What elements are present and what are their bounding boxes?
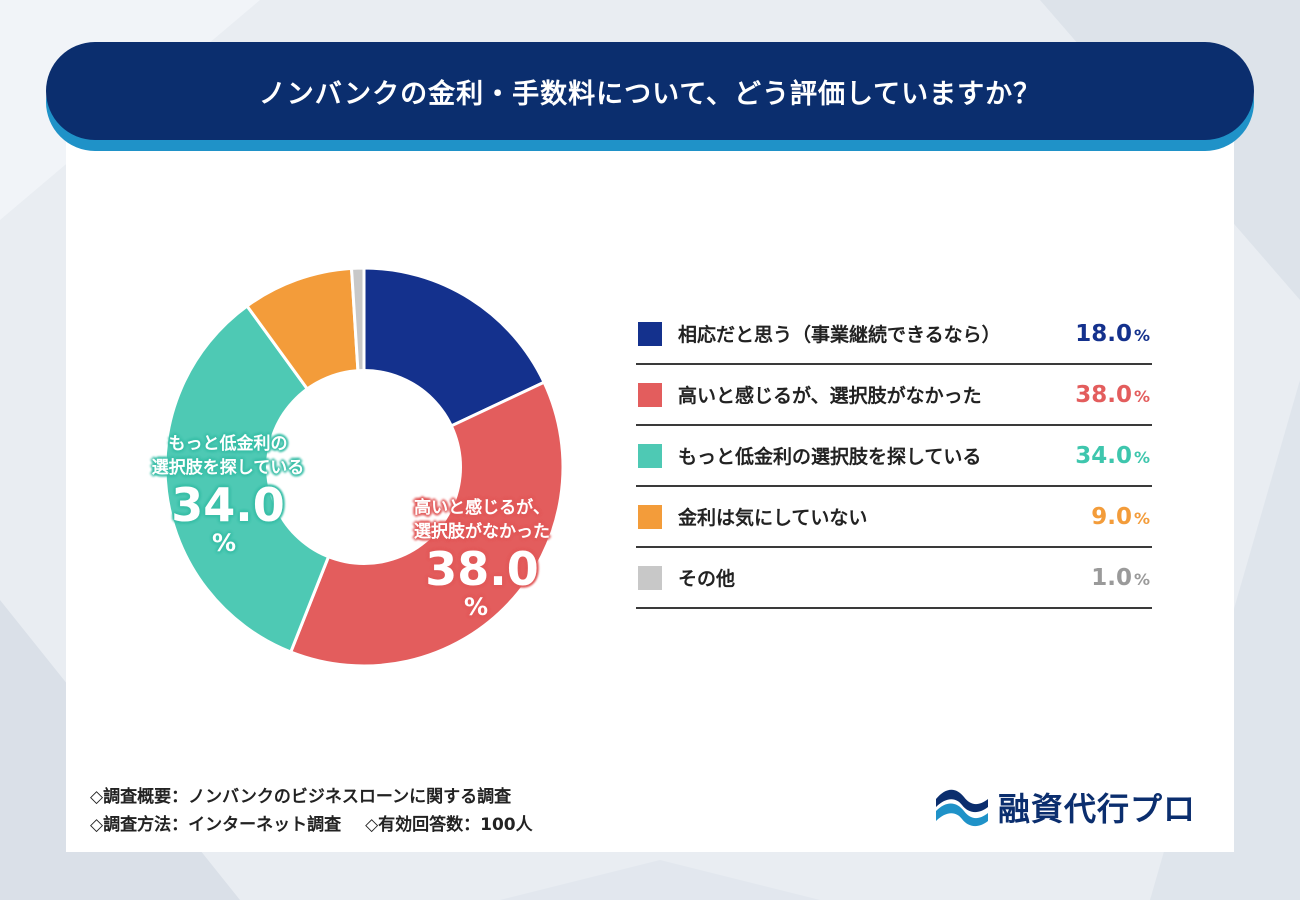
chart-title: ノンバンクの金利・手数料について、どう評価していますか？	[258, 78, 1042, 110]
bg-facet	[500, 860, 820, 900]
donut-slice-3	[163, 303, 366, 654]
legend-value: 18.0%	[1075, 321, 1150, 347]
survey-respondents: ◇有効回答数：100人	[365, 815, 533, 835]
legend-item: その他 1.0%	[636, 548, 1152, 609]
donut-hole	[266, 369, 462, 565]
chart-legend: 相応だと思う（事業継続できるなら） 18.0% 高いと感じるが、選択肢がなかった 38…	[636, 304, 1152, 609]
legend-item: 高いと感じるが、選択肢がなかった 38.0%	[636, 365, 1152, 426]
legend-value: 34.0%	[1075, 443, 1150, 469]
slice-label-teal-unit: %	[211, 529, 237, 557]
legend-value-number: 34.0	[1075, 442, 1132, 469]
brand-logo: 融資代行プロ	[934, 784, 1196, 830]
slice-label-teal: もっと低金利の 選択肢を探している 34.0 %	[120, 432, 336, 556]
survey-method-line: ◇調査方法：インターネット調査 ◇有効回答数：100人	[90, 811, 533, 839]
legend-item: もっと低金利の選択肢を探している 34.0%	[636, 426, 1152, 487]
legend-swatch	[638, 321, 662, 346]
legend-swatch	[638, 565, 662, 590]
legend-swatch	[638, 382, 662, 407]
legend-item: 相応だと思う（事業継続できるなら） 18.0%	[636, 304, 1152, 365]
legend-value-unit: %	[1133, 508, 1150, 528]
legend-swatch	[638, 443, 662, 468]
slice-label-teal-line1: もっと低金利の	[168, 434, 288, 454]
legend-label: もっと低金利の選択肢を探している	[678, 446, 982, 468]
legend-value-unit: %	[1133, 325, 1150, 345]
slice-label-teal-value: 34.0	[171, 478, 285, 532]
slice-label-red-line2: 選択肢がなかった	[414, 522, 550, 542]
legend-value-number: 38.0	[1075, 381, 1132, 408]
slice-label-red-line1: 高いと感じるが、	[414, 498, 550, 518]
legend-value: 9.0%	[1091, 504, 1150, 530]
legend-value-unit: %	[1133, 447, 1150, 467]
legend-value-number: 1.0	[1091, 564, 1132, 591]
legend-value-unit: %	[1133, 386, 1150, 406]
legend-item: 金利は気にしていない 9.0%	[636, 487, 1152, 548]
slice-label-teal-line2: 選択肢を探している	[151, 458, 305, 478]
legend-value-unit: %	[1133, 569, 1150, 589]
slice-label-red-value: 38.0	[425, 542, 539, 596]
legend-label: 金利は気にしていない	[678, 507, 868, 529]
survey-notes: ◇調査概要：ノンバンクのビジネスローンに関する調査 ◇調査方法：インターネット調…	[90, 783, 533, 839]
legend-label: 高いと感じるが、選択肢がなかった	[678, 385, 982, 407]
title-banner: ノンバンクの金利・手数料について、どう評価していますか？	[46, 42, 1254, 140]
survey-overview: ◇調査概要：ノンバンクのビジネスローンに関する調査	[90, 787, 512, 807]
legend-label: その他	[678, 568, 736, 590]
wave-logo-icon	[936, 789, 988, 827]
legend-value: 38.0%	[1075, 382, 1150, 408]
legend-value: 1.0%	[1091, 565, 1150, 591]
legend-value-number: 18.0	[1075, 320, 1132, 347]
legend-swatch	[638, 504, 662, 529]
legend-value-number: 9.0	[1091, 503, 1132, 530]
slice-label-red-unit: %	[463, 593, 489, 621]
survey-method: ◇調査方法：インターネット調査	[90, 815, 342, 835]
legend-label: 相応だと思う（事業継続できるなら）	[678, 324, 1001, 346]
logo-text: 融資代行プロ	[998, 790, 1197, 828]
slice-label-red: 高いと感じるが、 選択肢がなかった 38.0 %	[384, 496, 580, 620]
